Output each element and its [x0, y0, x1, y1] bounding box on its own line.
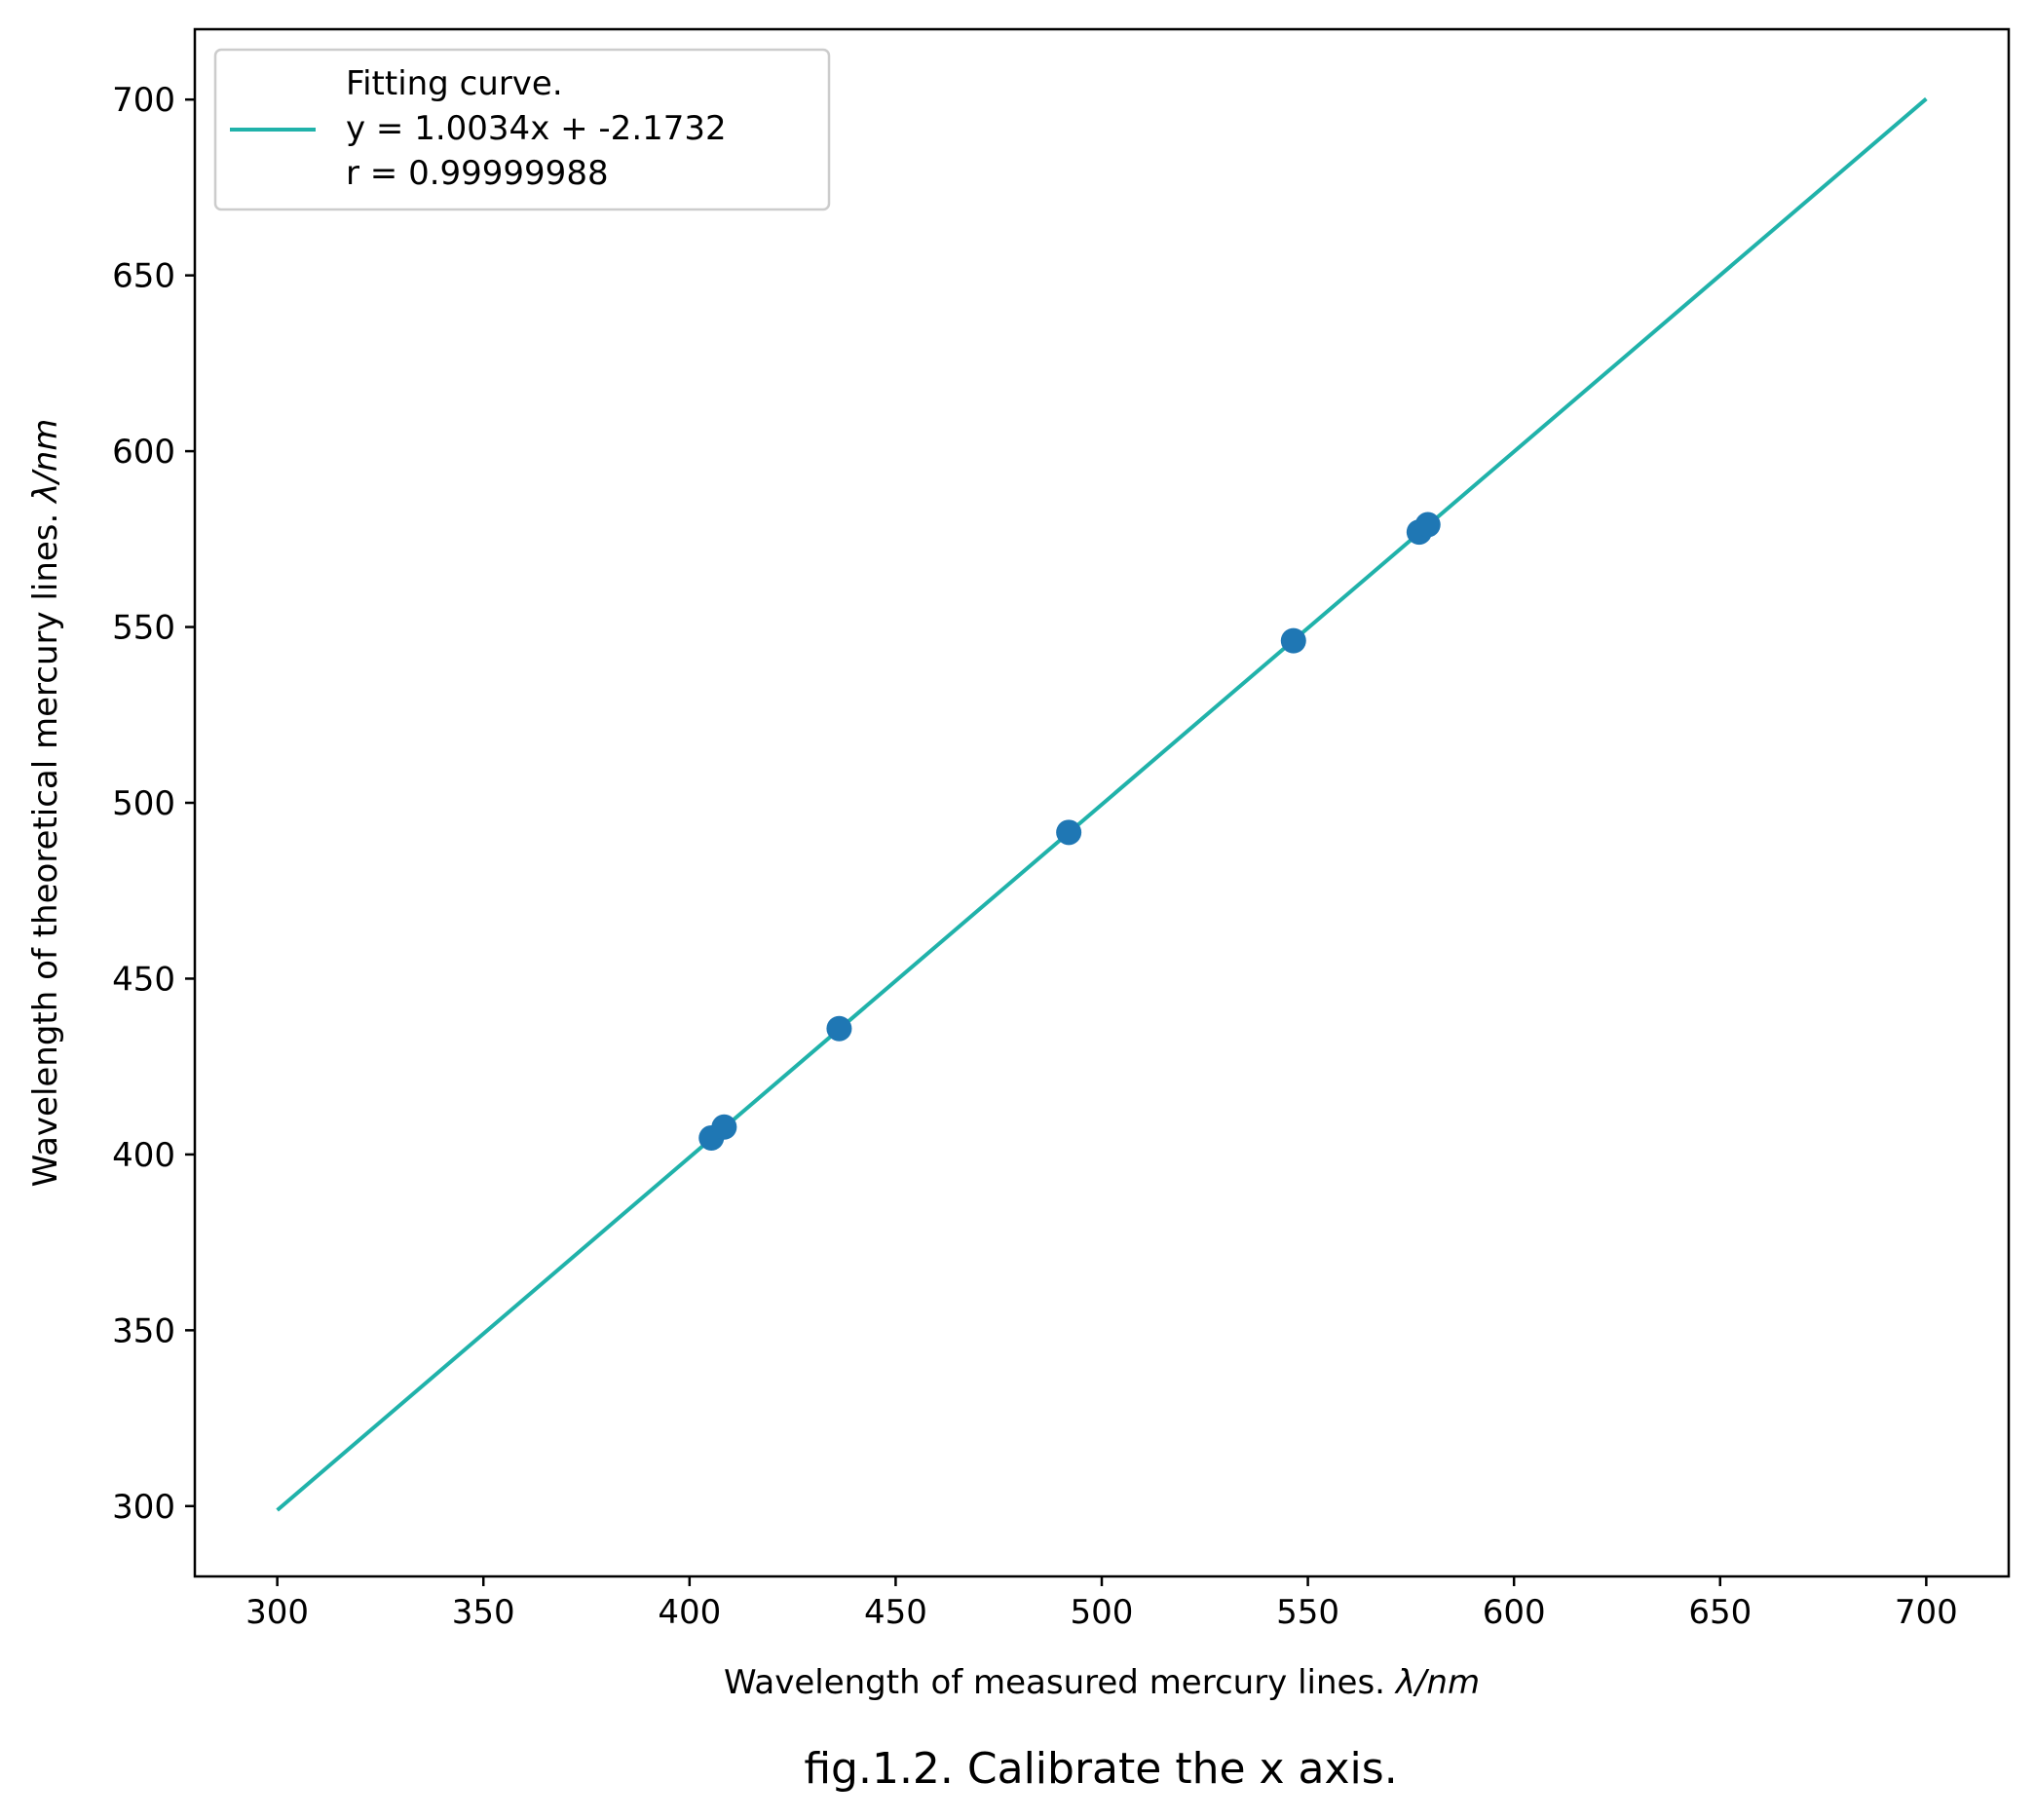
y-tick-label: 300 — [112, 1488, 175, 1527]
x-tick-label: 450 — [864, 1593, 927, 1632]
legend-box — [213, 48, 831, 211]
y-tick-label: 450 — [112, 960, 175, 999]
data-point — [1280, 627, 1306, 654]
data-point — [1414, 512, 1441, 538]
x-axis-ticks: 300 350 400 450 500 550 600 650 700 — [245, 1576, 1958, 1632]
y-axis-ticks: 300 350 400 450 500 550 600 650 700 — [112, 81, 195, 1527]
x-tick-label: 300 — [245, 1593, 309, 1632]
data-point — [1056, 819, 1082, 846]
plot-area — [276, 96, 1928, 1512]
data-point — [711, 1114, 737, 1140]
x-tick-label: 550 — [1276, 1593, 1339, 1632]
x-tick-label: 400 — [658, 1593, 721, 1632]
legend-label-equation: y = 1.0034x + -2.1732 — [346, 109, 727, 148]
legend: Fitting curve. y = 1.0034x + -2.1732 r =… — [213, 48, 831, 211]
data-point — [826, 1015, 852, 1042]
x-tick-label: 350 — [452, 1593, 515, 1632]
data-points — [698, 512, 1441, 1151]
y-tick-label: 550 — [112, 609, 175, 648]
y-tick-label: 650 — [112, 257, 175, 296]
x-tick-label: 700 — [1895, 1593, 1958, 1632]
y-axis-label: Wavelength of theoretical mercury lines.… — [26, 419, 65, 1188]
legend-label-title: Fitting curve. — [346, 64, 563, 103]
figure-caption: fig.1.2. Calibrate the x axis. — [804, 1744, 1397, 1794]
y-tick-label: 500 — [112, 784, 175, 823]
x-axis-label: Wavelength of measured mercury lines. λ/… — [724, 1663, 1480, 1702]
y-tick-label: 600 — [112, 433, 175, 472]
fitting-curve-line — [276, 96, 1928, 1512]
y-tick-label: 400 — [112, 1136, 175, 1175]
x-tick-label: 500 — [1071, 1593, 1134, 1632]
y-tick-label: 700 — [112, 81, 175, 120]
y-tick-label: 350 — [112, 1311, 175, 1350]
legend-label-correlation: r = 0.99999988 — [346, 154, 609, 193]
x-tick-label: 600 — [1483, 1593, 1546, 1632]
x-tick-label: 650 — [1688, 1593, 1752, 1632]
